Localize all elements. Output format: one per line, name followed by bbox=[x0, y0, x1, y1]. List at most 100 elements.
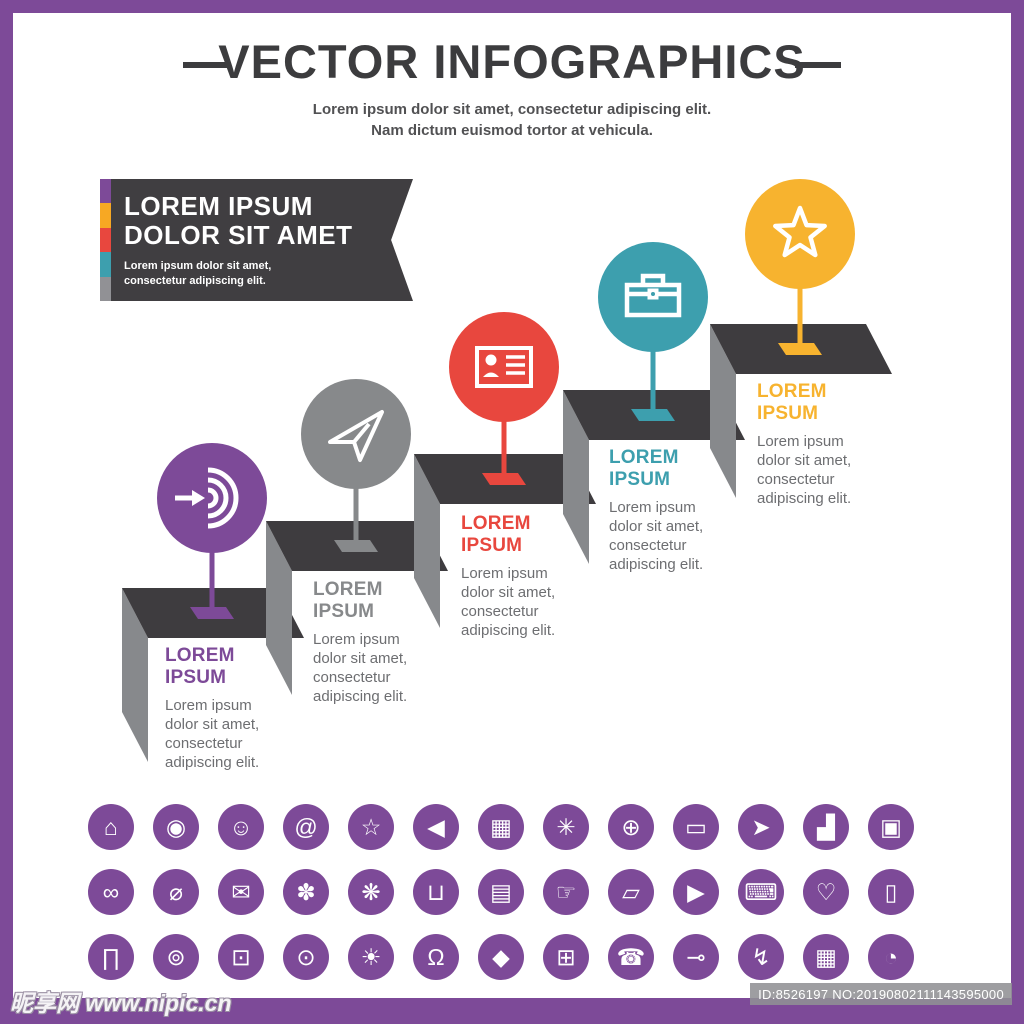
star-icon: ☆ bbox=[348, 804, 394, 850]
step-2 bbox=[266, 379, 448, 695]
monitor-icon: ⊡ bbox=[218, 934, 264, 980]
step2-circle bbox=[301, 379, 411, 489]
link-icon: ∞ bbox=[88, 869, 134, 915]
watermark-text: 昵享网 www.nipic.cn bbox=[10, 990, 232, 1016]
step-1 bbox=[122, 443, 304, 762]
title-left-dash bbox=[183, 62, 229, 68]
bar-chart-icon: ▟ bbox=[803, 804, 849, 850]
star-icon bbox=[773, 205, 827, 258]
plug-icon: ⊸ bbox=[673, 934, 719, 980]
subtitle-line-2: Nam dictum euismod tortor at vehicula. bbox=[371, 122, 653, 139]
subtitle-line-1: Lorem ipsum dolor sit amet, consectetur … bbox=[312, 101, 712, 118]
banner-stripes bbox=[100, 179, 111, 301]
step3-pole-base bbox=[482, 473, 526, 485]
icon-row: ⌂ ◉ ☺ @ ☆ ◀ ▦ ✳ ⊕ ▭ ➤ ▟ ▣ bbox=[88, 804, 914, 850]
calendar-icon: ▦ bbox=[803, 934, 849, 980]
step5-heading: LOREM IPSUM bbox=[757, 381, 827, 424]
step3-body: Lorem ipsum dolor sit amet, consectetur … bbox=[461, 565, 556, 640]
step-5 bbox=[710, 179, 892, 498]
step5-body: Lorem ipsum dolor sit amet, consectetur … bbox=[757, 433, 852, 508]
wallet-icon: ▣ bbox=[868, 804, 914, 850]
step3-side-face bbox=[414, 454, 440, 628]
step2-body: Lorem ipsum dolor sit amet, consectetur … bbox=[313, 631, 408, 706]
at-sign-icon: @ bbox=[283, 804, 329, 850]
megaphone-icon: ◀ bbox=[413, 804, 459, 850]
portrait-icon: ☺ bbox=[218, 804, 264, 850]
banknote-icon: ▤ bbox=[478, 869, 524, 915]
target-arrow-icon bbox=[175, 467, 239, 529]
ribbon-banner: LOREM IPSUM DOLOR SIT AMET Lorem ipsum d… bbox=[100, 179, 413, 301]
step5-side-face bbox=[710, 324, 736, 498]
video-camera-icon: ▶ bbox=[673, 869, 719, 915]
step3-text-block: LOREM IPSUM Lorem ipsum dolor sit amet, … bbox=[461, 513, 587, 640]
piggy-bank-icon: ⊚ bbox=[153, 934, 199, 980]
banner-content: LOREM IPSUM DOLOR SIT AMET Lorem ipsum d… bbox=[124, 191, 373, 288]
banner-body-line-1: Lorem ipsum dolor sit amet, bbox=[124, 260, 272, 273]
banner-body-line-2: consectetur adipiscing elit. bbox=[124, 274, 266, 287]
step-4 bbox=[563, 242, 745, 564]
icon-grid: ⌂ ◉ ☺ @ ☆ ◀ ▦ ✳ ⊕ ▭ ➤ ▟ ▣ ∞ ⌀ ✉ ✽ ❋ ⊔ ▤ ☞ ▱ ▶ ⌨ ♡ ▯ ∏ ⊚ ⊡ ⊙ ☀ Ω ◆ ⊞ ☎ ⊸ ↯ ▦ ◔ bbox=[88, 804, 914, 980]
briefcase-icon bbox=[624, 273, 682, 318]
home-icon: ⌂ bbox=[88, 804, 134, 850]
truck-icon: ▱ bbox=[608, 869, 654, 915]
id-card-icon bbox=[475, 346, 533, 388]
step2-side-face bbox=[266, 521, 292, 695]
gamepad-icon: ⊞ bbox=[543, 934, 589, 980]
camera-icon: ⊙ bbox=[283, 934, 329, 980]
step4-body: Lorem ipsum dolor sit amet, consectetur … bbox=[609, 499, 704, 574]
step4-text-block: LOREM IPSUM Lorem ipsum dolor sit amet, … bbox=[609, 447, 735, 574]
network-globe-icon: ❋ bbox=[348, 869, 394, 915]
step1-body: Lorem ipsum dolor sit amet, consectetur … bbox=[165, 697, 260, 772]
banner-title-line-1: LOREM IPSUM bbox=[124, 191, 313, 221]
battery-icon: ▯ bbox=[868, 869, 914, 915]
location-pin-icon: ◉ bbox=[153, 804, 199, 850]
paper-plane-icon bbox=[328, 410, 384, 462]
phone-icon: ☎ bbox=[608, 934, 654, 980]
step1-circle bbox=[157, 443, 267, 553]
image-id-badge: ID:8526197 NO:20190802111143595000 bbox=[750, 983, 1012, 1005]
step-3 bbox=[414, 312, 596, 628]
idea-icon: ☀ bbox=[348, 934, 394, 980]
step5-circle bbox=[745, 179, 855, 289]
step5-pole-base bbox=[778, 343, 822, 355]
banner-stripe bbox=[100, 276, 111, 301]
thumbs-up-icon: ☞ bbox=[543, 869, 589, 915]
banner-stripe bbox=[100, 179, 111, 204]
page-subtitle: Lorem ipsum dolor sit amet, consectetur … bbox=[0, 99, 1024, 141]
step2-pole-base bbox=[334, 540, 378, 552]
shield-icon: ◆ bbox=[478, 934, 524, 980]
page-title: VECTOR INFOGRAPHICS bbox=[218, 35, 806, 88]
laptop-icon: ▭ bbox=[673, 804, 719, 850]
step3-heading: LOREM IPSUM bbox=[461, 513, 531, 556]
step5-text-block: LOREM IPSUM Lorem ipsum dolor sit amet, … bbox=[757, 381, 883, 508]
step1-heading: LOREM IPSUM bbox=[165, 645, 235, 688]
clock-icon: ◔ bbox=[868, 934, 914, 980]
chat-bubble-icon: ✉ bbox=[218, 869, 264, 915]
icon-row: ∞ ⌀ ✉ ✽ ❋ ⊔ ▤ ☞ ▱ ▶ ⌨ ♡ ▯ bbox=[88, 869, 914, 915]
step4-pole-base bbox=[631, 409, 675, 421]
gear-icon: ✽ bbox=[283, 869, 329, 915]
step2-heading: LOREM IPSUM bbox=[313, 579, 383, 622]
banner-stripe bbox=[100, 227, 111, 253]
step1-text-block: LOREM IPSUM Lorem ipsum dolor sit amet, … bbox=[165, 645, 291, 772]
title-right-dash bbox=[795, 62, 841, 68]
search-icon: ⌀ bbox=[153, 869, 199, 915]
step1-pole-base bbox=[190, 607, 234, 619]
banner-body: Lorem ipsum dolor sit amet, consectetur … bbox=[124, 259, 373, 288]
step3-circle bbox=[449, 312, 559, 422]
bank-icon: ∏ bbox=[88, 934, 134, 980]
banner-stripe bbox=[100, 252, 111, 277]
header: VECTOR INFOGRAPHICS Lorem ipsum dolor si… bbox=[0, 34, 1024, 141]
heart-icon: ♡ bbox=[803, 869, 849, 915]
lightning-icon: ↯ bbox=[738, 934, 784, 980]
icon-row: ∏ ⊚ ⊡ ⊙ ☀ Ω ◆ ⊞ ☎ ⊸ ↯ ▦ ◔ bbox=[88, 934, 914, 980]
badge-icon: ✳ bbox=[543, 804, 589, 850]
send-icon: ➤ bbox=[738, 804, 784, 850]
step4-heading: LOREM IPSUM bbox=[609, 447, 679, 490]
step1-side-face bbox=[122, 588, 148, 762]
step2-text-block: LOREM IPSUM Lorem ipsum dolor sit amet, … bbox=[313, 579, 439, 706]
gift-icon: ▦ bbox=[478, 804, 524, 850]
headset-icon: Ω bbox=[413, 934, 459, 980]
globe-icon: ⊕ bbox=[608, 804, 654, 850]
